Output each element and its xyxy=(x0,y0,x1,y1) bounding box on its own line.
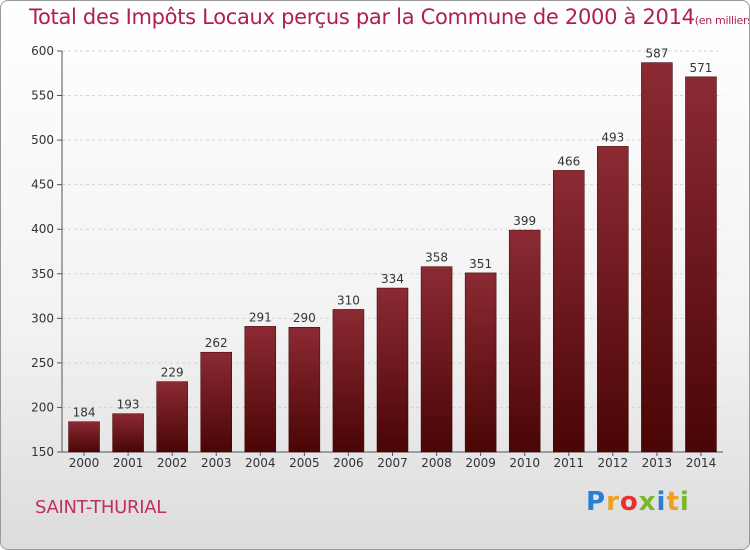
bar xyxy=(244,326,277,453)
commune-name: SAINT-THURIAL xyxy=(35,497,166,518)
x-tick-label: 2012 xyxy=(598,456,629,470)
bar-value-label: 229 xyxy=(161,366,184,380)
y-tick-label: 350 xyxy=(31,267,54,281)
x-tick-label: 2006 xyxy=(333,456,364,470)
bar xyxy=(597,146,629,453)
y-tick-label: 400 xyxy=(31,222,54,236)
bar-value-label: 262 xyxy=(205,336,228,350)
y-tick-label: 200 xyxy=(31,400,54,414)
logo-letter: o xyxy=(619,487,639,517)
y-tick-label: 250 xyxy=(31,356,54,370)
bar-value-label: 291 xyxy=(249,310,272,324)
bar-value-label: 358 xyxy=(425,251,448,265)
logo-letter: i xyxy=(656,487,667,517)
bar-value-label: 334 xyxy=(381,272,404,286)
bar xyxy=(288,326,321,453)
x-tick-label: 2010 xyxy=(509,456,540,470)
bar xyxy=(376,287,409,453)
x-tick-label: 2007 xyxy=(377,456,408,470)
bar xyxy=(464,272,497,453)
x-tick-label: 2000 xyxy=(69,456,100,470)
chart-title: Total des Impôts Locaux perçus par la Co… xyxy=(29,5,750,29)
bar xyxy=(420,266,453,453)
bar-value-label: 493 xyxy=(601,130,624,144)
title-unit: (en milliers d'€) xyxy=(694,14,750,27)
bar-value-label: 310 xyxy=(337,293,360,307)
x-tick-label: 2001 xyxy=(113,456,144,470)
x-tick-label: 2014 xyxy=(686,456,717,470)
y-tick-label: 300 xyxy=(31,311,54,325)
bar xyxy=(200,351,232,453)
bar-value-label: 466 xyxy=(557,154,580,168)
logo-letter: P xyxy=(586,487,607,517)
y-tick-label: 550 xyxy=(31,89,54,103)
x-tick-label: 2003 xyxy=(201,456,232,470)
bar-value-label: 399 xyxy=(513,214,536,228)
y-tick-label: 500 xyxy=(31,133,54,147)
bar-value-label: 587 xyxy=(645,47,668,61)
bar-value-label: 351 xyxy=(469,257,492,271)
logo-letter: r xyxy=(606,487,620,517)
bar xyxy=(112,413,144,453)
bar-value-label: 571 xyxy=(690,61,713,75)
x-tick-label: 2013 xyxy=(642,456,673,470)
bar-value-label: 290 xyxy=(293,311,316,325)
bar xyxy=(508,229,541,453)
logo-letter: t xyxy=(666,487,680,517)
x-tick-label: 2005 xyxy=(289,456,320,470)
x-tick-label: 2011 xyxy=(553,456,584,470)
bar-value-label: 193 xyxy=(117,398,140,412)
logo-letter: x xyxy=(638,487,657,517)
bar-value-label: 184 xyxy=(73,406,96,420)
y-tick-label: 150 xyxy=(31,445,54,459)
x-tick-label: 2002 xyxy=(157,456,188,470)
y-tick-label: 450 xyxy=(31,178,54,192)
y-tick-label: 600 xyxy=(31,44,54,58)
bar xyxy=(553,170,585,453)
logo-letter: i xyxy=(679,487,690,517)
bar xyxy=(641,62,673,453)
title-text: Total des Impôts Locaux perçus par la Co… xyxy=(29,5,695,29)
bar xyxy=(685,76,717,453)
x-tick-label: 2009 xyxy=(465,456,496,470)
x-tick-label: 2008 xyxy=(421,456,452,470)
bar xyxy=(332,309,365,453)
bar xyxy=(68,421,100,453)
bar xyxy=(156,381,188,453)
proxiti-logo: Proxiti xyxy=(586,487,690,517)
x-tick-label: 2004 xyxy=(245,456,276,470)
